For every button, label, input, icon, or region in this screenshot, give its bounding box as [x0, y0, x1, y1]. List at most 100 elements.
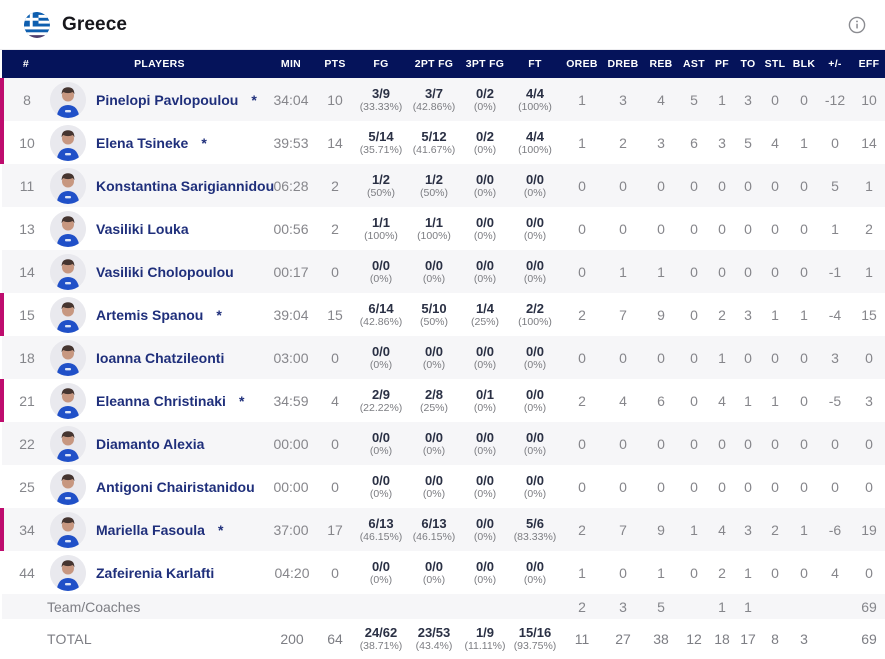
stat-3pt: 0/0 (0%): [461, 336, 509, 379]
stat-reb: 1: [657, 564, 665, 581]
player-name-link[interactable]: Mariella Fasoula: [96, 521, 205, 538]
stat-to: 1: [735, 594, 761, 619]
stat-stl: 0: [761, 336, 789, 379]
stat-plusminus: -4: [828, 306, 842, 323]
stat-ft: 0/0 (0%): [509, 250, 561, 293]
stat-ft: 0/0 (0%): [523, 214, 547, 242]
jersey-number: 10: [0, 121, 50, 164]
stat-min: 06:28: [269, 164, 315, 207]
stat-to: 1: [744, 564, 752, 581]
starter-asterisk: *: [251, 91, 257, 108]
stat-eff: 1: [851, 250, 885, 293]
player-avatar: [50, 468, 86, 505]
table-row: 13 Vasiliki Louka 00:56 2 1/1 (100%): [2, 207, 885, 250]
jersey-number: 13: [19, 220, 35, 237]
stat-min: 00:56: [273, 220, 309, 237]
stat-fg: 6/14 (42.86%): [359, 300, 403, 328]
stat-to: 3: [744, 306, 752, 323]
player-name-link[interactable]: Antigoni Chairistanidou: [96, 478, 255, 495]
stat-fg: 2/9 (22.22%): [359, 386, 403, 414]
stat-eff: 10: [851, 78, 885, 121]
stat-ft: 5/6 (83.33%): [509, 508, 561, 551]
stat-fg: 1/1 (100%): [364, 214, 398, 242]
player-name-link[interactable]: Artemis Spanou: [96, 306, 204, 323]
player-name-link[interactable]: Diamanto Alexia: [96, 435, 205, 452]
team-coaches-row: Team/Coaches 2 3 5 1 1 69: [2, 594, 885, 619]
stat-stl: 0: [761, 422, 789, 465]
stat-stl: 2: [761, 508, 789, 551]
player-name-link[interactable]: Vasiliki Louka: [96, 220, 189, 237]
stat-stl: 0: [761, 250, 789, 293]
stat-ast: 0: [690, 564, 698, 581]
stat-to: 0: [744, 478, 752, 495]
stat-stl: 4: [771, 134, 779, 151]
jersey-number: 11: [2, 164, 50, 207]
column-header-blk: BLK: [789, 50, 819, 78]
column-header-2pt-fg: 2PT FG: [407, 50, 461, 78]
stat-pts: 64: [315, 619, 355, 659]
stat-to: 0: [735, 164, 761, 207]
stat-to: 3: [735, 508, 761, 551]
stat-2pt: 5/10 (50%): [419, 300, 448, 328]
stat-3pt: 0/0 (0%): [461, 422, 509, 465]
player-name-link[interactable]: Elena Tsineke: [96, 134, 189, 151]
table-row: 8 Pinelopi Pavlopoulou * 34:04 10 3/9 (33.…: [0, 78, 885, 121]
stat-ft: [509, 594, 561, 619]
stat-reb: 9: [657, 306, 665, 323]
stat-pf: 0: [718, 478, 726, 495]
stat-pf: 0: [709, 422, 735, 465]
stat-dreb: 3: [603, 78, 643, 121]
starter-asterisk: *: [238, 392, 245, 409]
stat-plusminus: -12: [819, 78, 851, 121]
stat-pts: 4: [331, 392, 339, 409]
stat-oreb: 2: [561, 508, 603, 551]
stat-eff: 0: [865, 478, 873, 495]
player-name-link[interactable]: Zafeirenia Karlafti: [96, 564, 215, 581]
stat-blk: 0: [789, 78, 819, 121]
player-avatar: [50, 339, 86, 376]
player-name-link[interactable]: Eleanna Christinaki: [96, 392, 226, 409]
stat-reb: 38: [643, 619, 679, 659]
info-icon[interactable]: [847, 15, 867, 35]
player-cell: Konstantina Sarigiannidou: [50, 164, 274, 207]
stat-blk: 1: [800, 306, 808, 323]
stat-blk: 0: [800, 220, 808, 237]
team-coaches-label: Team/Coaches: [2, 594, 269, 619]
stat-ast: 1: [679, 508, 709, 551]
greece-flag-icon: [24, 11, 50, 38]
stat-plusminus: -6: [819, 508, 851, 551]
stat-min: 39:04: [273, 306, 309, 323]
stat-dreb: 7: [603, 508, 643, 551]
player-cell: Diamanto Alexia: [50, 422, 269, 465]
table-row: 25 Antigoni Chairistanidou 00:00 0 0/0 (0…: [2, 465, 885, 508]
stat-dreb: 1: [603, 250, 643, 293]
stat-dreb: 0: [603, 164, 643, 207]
player-cell: Pinelopi Pavlopoulou *: [50, 78, 269, 121]
stat-reb: 0: [643, 422, 679, 465]
player-name-link[interactable]: Vasiliki Cholopoulou: [96, 263, 234, 280]
stat-2pt: 0/0 (0%): [407, 336, 461, 379]
stat-to: 0: [735, 422, 761, 465]
player-name-link[interactable]: Konstantina Sarigiannidou: [96, 177, 275, 194]
stat-ft: 2/2 (100%): [518, 300, 552, 328]
stat-oreb: 0: [561, 336, 603, 379]
stat-blk: 0: [800, 478, 808, 495]
jersey-number: 18: [2, 336, 50, 379]
player-avatar: [50, 167, 86, 204]
stat-reb: 3: [657, 134, 665, 151]
stat-eff: 19: [851, 508, 885, 551]
player-name-link[interactable]: Pinelopi Pavlopoulou: [96, 91, 239, 108]
stat-to: 1: [744, 392, 752, 409]
stat-dreb: 4: [619, 392, 627, 409]
stat-fg: 6/13 (46.15%): [355, 508, 407, 551]
stat-dreb: 0: [619, 564, 627, 581]
stat-dreb: 0: [619, 220, 627, 237]
stat-reb: 0: [657, 220, 665, 237]
stat-plusminus: -1: [819, 250, 851, 293]
stat-ft: 0/0 (0%): [509, 336, 561, 379]
player-name-link[interactable]: Ioanna Chatzileonti: [96, 349, 225, 366]
stat-to: 5: [744, 134, 752, 151]
stat-eff: 2: [865, 220, 873, 237]
table-row: 22 Diamanto Alexia 00:00 0 0/0 (0%): [2, 422, 885, 465]
stat-pf: 0: [709, 250, 735, 293]
